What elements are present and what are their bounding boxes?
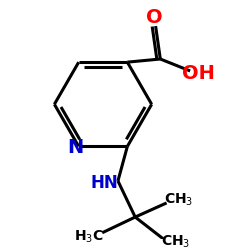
Text: O: O xyxy=(146,8,163,27)
Text: OH: OH xyxy=(182,64,215,83)
Text: CH$_3$: CH$_3$ xyxy=(161,233,190,250)
Text: CH$_3$: CH$_3$ xyxy=(164,192,193,208)
Text: H$_3$C: H$_3$C xyxy=(74,228,104,245)
Text: N: N xyxy=(68,138,84,156)
Text: HN: HN xyxy=(91,174,119,192)
